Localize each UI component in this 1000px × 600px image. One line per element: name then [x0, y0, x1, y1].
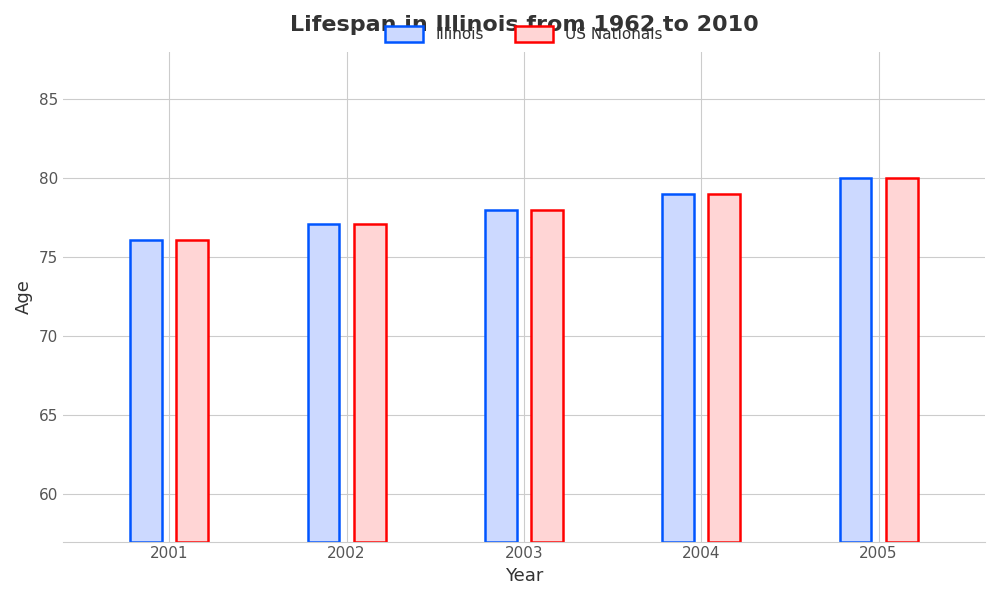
Bar	[840, 178, 871, 542]
Bar	[130, 240, 162, 542]
Y-axis label: Age: Age	[15, 279, 33, 314]
Bar	[531, 210, 563, 542]
Bar	[886, 178, 918, 542]
Bar	[708, 194, 740, 542]
Bar	[354, 224, 386, 542]
Bar	[485, 210, 517, 542]
Bar	[308, 224, 339, 542]
Legend: Illinois, US Nationals: Illinois, US Nationals	[379, 20, 669, 49]
X-axis label: Year: Year	[505, 567, 543, 585]
Title: Lifespan in Illinois from 1962 to 2010: Lifespan in Illinois from 1962 to 2010	[290, 15, 758, 35]
Bar	[176, 240, 208, 542]
Bar	[662, 194, 694, 542]
